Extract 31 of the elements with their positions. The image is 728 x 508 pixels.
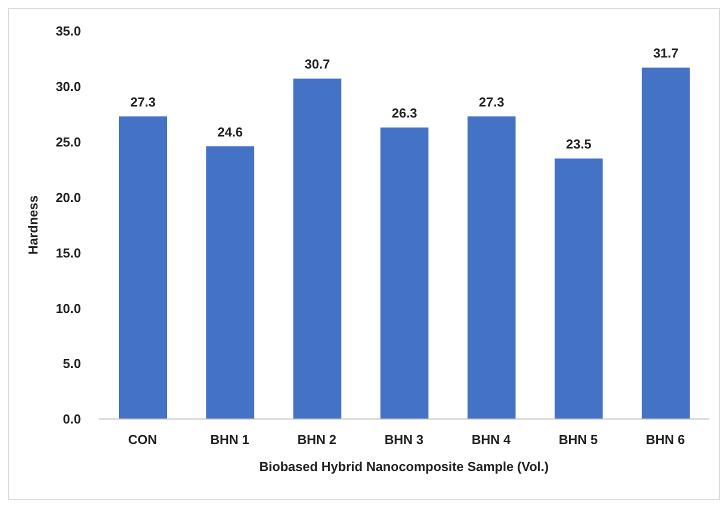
x-tick-label: BHN 1 <box>210 432 250 448</box>
bar <box>554 158 603 419</box>
y-tick-label: 30.0 <box>56 79 81 94</box>
data-label: 26.3 <box>392 105 418 120</box>
data-label: 31.7 <box>653 46 679 61</box>
x-tick-label: CON <box>128 432 158 448</box>
bar <box>206 146 254 419</box>
bar <box>468 116 516 419</box>
y-tick-label: 10.0 <box>56 300 81 316</box>
data-label: 27.3 <box>130 94 156 110</box>
data-label: 27.3 <box>478 94 504 110</box>
y-tick-label: 20.0 <box>56 190 81 205</box>
x-tick-label: BHN 3 <box>384 432 424 448</box>
y-tick-label: 25.0 <box>56 134 81 150</box>
x-tick-label: BHN 4 <box>472 432 512 448</box>
data-label: 23.5 <box>566 136 592 152</box>
y-tick-label: 35.0 <box>56 24 81 39</box>
bar <box>380 127 428 419</box>
bar <box>119 116 167 419</box>
y-axis-title: Hardness <box>26 195 41 255</box>
bar <box>642 68 690 419</box>
bar <box>293 78 342 419</box>
y-tick-label: 5.0 <box>62 356 81 372</box>
x-tick-label: BHN 6 <box>646 432 685 448</box>
data-label: 30.7 <box>304 56 330 72</box>
x-tick-label: BHN 5 <box>558 432 598 448</box>
x-axis-title: Biobased Hybrid Nanocomposite Sample (Vol.) <box>259 459 549 474</box>
x-tick-label: BHN 2 <box>297 432 336 448</box>
data-label: 24.6 <box>217 124 243 140</box>
y-tick-label: 15.0 <box>56 245 81 260</box>
y-tick-label: 0.0 <box>62 412 81 427</box>
